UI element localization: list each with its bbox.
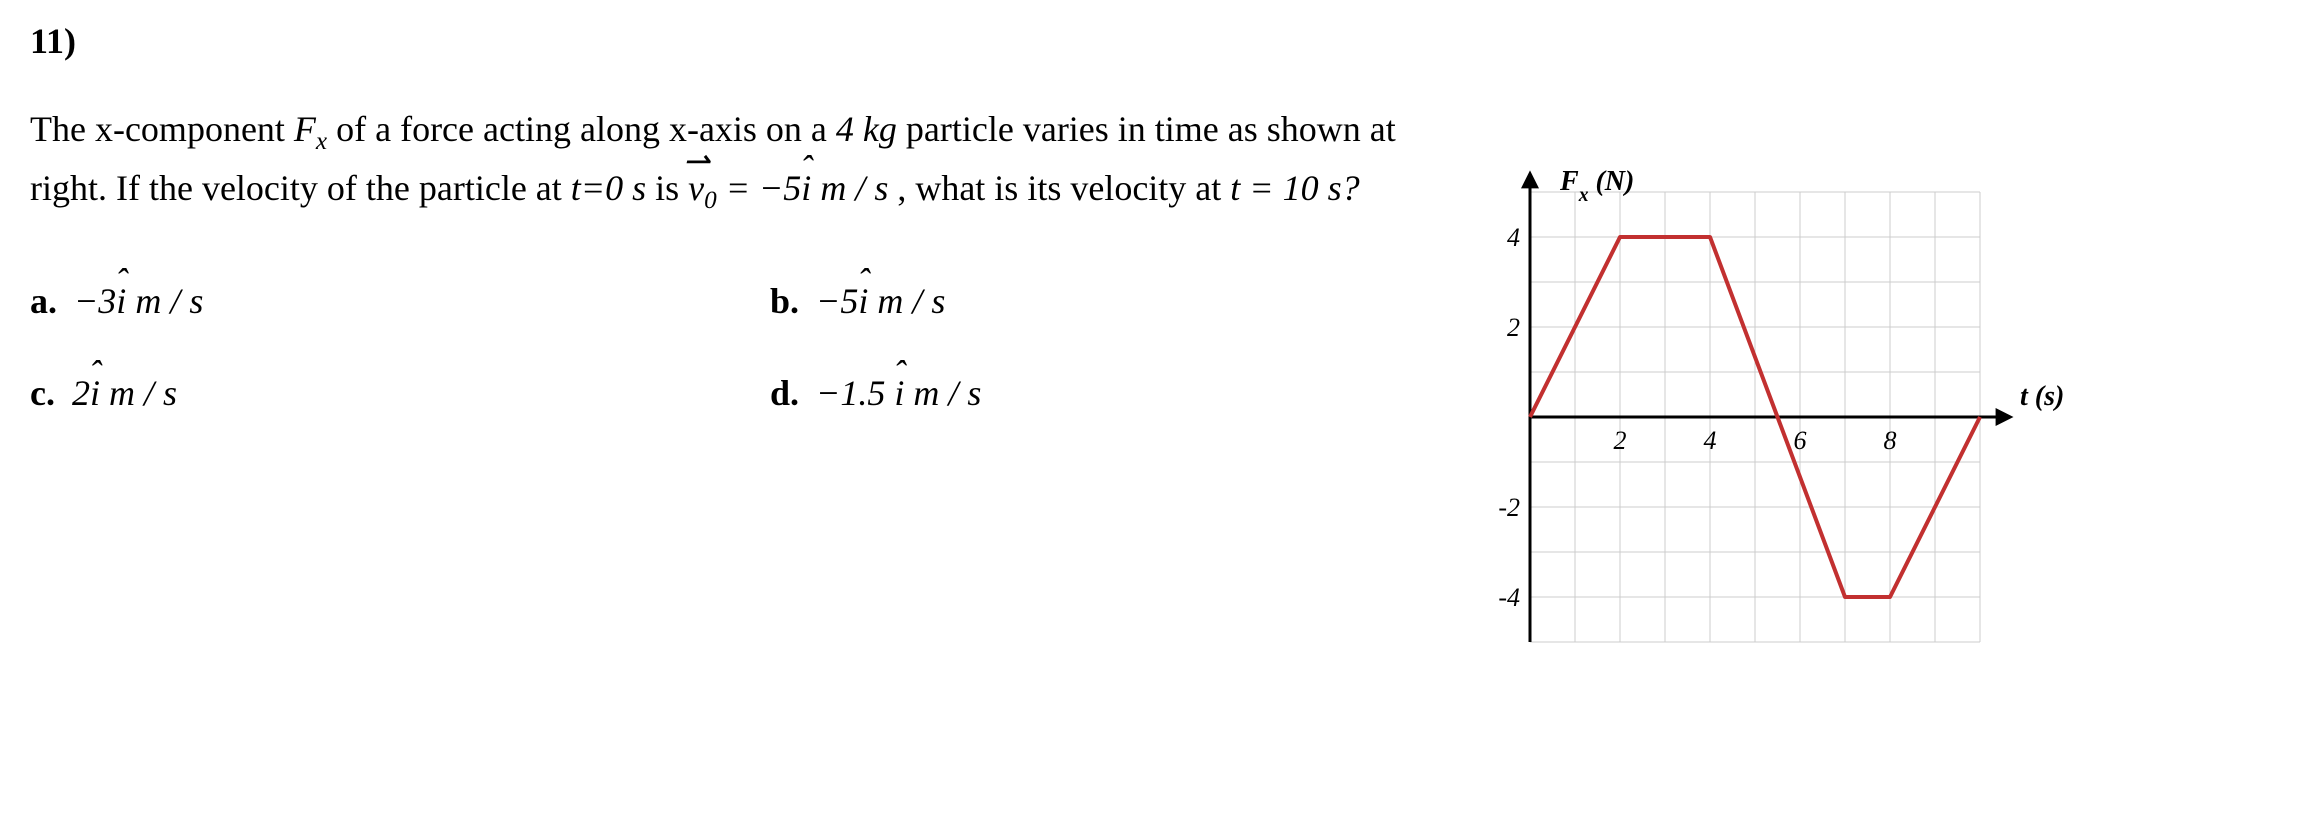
choice-unit: m / s — [904, 373, 981, 413]
text: of a force acting along x-axis on a — [327, 109, 836, 149]
svg-text:-2: -2 — [1498, 493, 1520, 522]
choice-unit: m / s — [868, 281, 945, 321]
svg-text:t (s): t (s) — [2020, 381, 2064, 412]
choice-value: −1.5 — [816, 373, 894, 413]
choice-label: b. — [770, 281, 799, 321]
choice-unit: m / s — [126, 281, 203, 321]
svg-text:6: 6 — [1794, 426, 1807, 455]
fx-symbol: F — [294, 109, 316, 149]
choice-value: −5 — [816, 281, 858, 321]
text-column: The x-component Fx of a force acting alo… — [30, 102, 1430, 414]
question-prompt: The x-component Fx of a force acting alo… — [30, 102, 1430, 220]
choice-unit: m / s — [100, 373, 177, 413]
t0: t=0 s — [571, 168, 646, 208]
choice-c: c. 2i m / s — [30, 372, 690, 414]
choice-value: 2 — [72, 373, 90, 413]
chart-column: -4-2242468Fx (N)t (s) — [1470, 102, 2110, 670]
svg-text:2: 2 — [1614, 426, 1627, 455]
choice-value: −3 — [74, 281, 116, 321]
answer-choices: a. −3i m / s b. −5i m / s c. 2i m / s d.… — [30, 280, 1430, 414]
choice-a: a. −3i m / s — [30, 280, 690, 322]
t10: t = 10 s? — [1230, 168, 1359, 208]
question-number: 11) — [30, 20, 2278, 62]
choice-label: c. — [30, 373, 55, 413]
choice-b: b. −5i m / s — [770, 280, 1430, 322]
choice-d: d. −1.5 i m / s — [770, 372, 1430, 414]
svg-text:4: 4 — [1704, 426, 1717, 455]
mass: 4 kg — [836, 109, 897, 149]
svg-text:8: 8 — [1884, 426, 1897, 455]
svg-text:4: 4 — [1507, 223, 1520, 252]
unit: m / s — [811, 168, 888, 208]
content-row: The x-component Fx of a force acting alo… — [30, 102, 2278, 670]
svg-text:2: 2 — [1507, 313, 1520, 342]
v0-value: = −5 — [717, 168, 802, 208]
fx-sub: x — [316, 128, 327, 155]
force-time-chart: -4-2242468Fx (N)t (s) — [1470, 162, 2070, 662]
svg-text:-4: -4 — [1498, 583, 1520, 612]
choice-label: a. — [30, 281, 57, 321]
text: The x-component — [30, 109, 294, 149]
choice-label: d. — [770, 373, 799, 413]
text: , what is its velocity at — [888, 168, 1230, 208]
